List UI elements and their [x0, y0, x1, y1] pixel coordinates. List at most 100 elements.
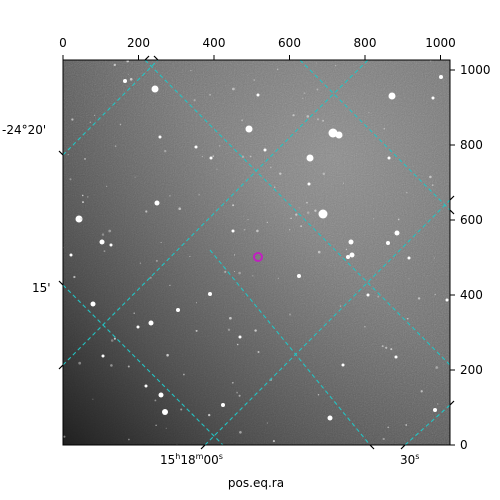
top-tick-label: 600	[278, 36, 301, 50]
faint-star	[302, 97, 304, 99]
faint-star	[322, 172, 326, 176]
ra-label: 15h18m00s	[160, 452, 223, 467]
coordinate-grid	[63, 60, 450, 445]
faint-star	[272, 440, 275, 443]
faint-star	[405, 424, 408, 426]
faint-star	[256, 229, 259, 233]
star	[431, 96, 435, 100]
star	[439, 75, 443, 79]
faint-star	[277, 277, 279, 279]
dec-label: 15'	[32, 281, 51, 295]
faint-star	[243, 228, 246, 231]
faint-star	[289, 313, 291, 316]
faint-star	[178, 207, 182, 211]
faint-star	[292, 114, 295, 117]
faint-star	[180, 408, 183, 411]
faint-star	[364, 326, 366, 328]
faint-star	[290, 217, 292, 219]
faint-star	[145, 210, 148, 213]
faint-star	[387, 426, 390, 429]
faint-star	[119, 123, 122, 126]
faint-star	[127, 365, 130, 368]
star	[69, 253, 73, 257]
faint-star	[236, 391, 239, 394]
faint-star	[433, 257, 435, 259]
grid-line	[63, 121, 306, 366]
faint-star	[208, 413, 211, 417]
faint-star	[385, 346, 388, 349]
faint-star	[81, 194, 84, 197]
star	[208, 292, 212, 296]
faint-star	[373, 218, 375, 220]
faint-star	[406, 191, 408, 194]
faint-star	[93, 114, 96, 117]
faint-star	[113, 63, 116, 67]
faint-star	[266, 422, 268, 424]
star	[307, 182, 311, 186]
faint-star	[67, 153, 69, 156]
star	[407, 256, 411, 260]
faint-star	[218, 145, 221, 147]
grid-line	[299, 60, 450, 211]
faint-star	[101, 233, 105, 236]
target-marker	[253, 252, 263, 262]
faint-star	[252, 275, 254, 277]
faint-star	[103, 250, 106, 252]
faint-star	[315, 62, 317, 64]
star	[433, 408, 437, 412]
faint-star	[335, 64, 337, 67]
star	[349, 252, 355, 258]
top-tick-label: 200	[127, 36, 150, 50]
faint-star	[216, 168, 218, 170]
right-tick-label: 800	[460, 138, 483, 152]
faint-star	[212, 155, 214, 157]
faint-star	[306, 201, 308, 204]
right-tick-label: 600	[460, 213, 483, 227]
star	[162, 409, 168, 415]
faint-star	[417, 297, 421, 300]
star	[75, 215, 83, 223]
star	[101, 354, 105, 358]
star	[327, 415, 333, 421]
star	[318, 209, 328, 219]
star	[366, 293, 370, 297]
grid-line	[63, 60, 159, 156]
star	[221, 403, 225, 407]
faint-star	[317, 394, 320, 396]
star	[123, 79, 127, 83]
faint-star	[89, 121, 91, 123]
faint-star	[314, 209, 317, 212]
faint-star	[316, 118, 320, 121]
faint-star	[195, 302, 198, 304]
right-axis-labels: 0 200 400 600 800 1000	[460, 63, 491, 452]
star	[154, 200, 160, 206]
faint-star	[63, 435, 66, 438]
faint-star	[434, 293, 437, 296]
faint-star	[306, 115, 310, 118]
faint-star	[253, 79, 255, 81]
faint-star	[108, 229, 112, 233]
top-axis-labels: 0 200 400 600 800 1000	[59, 36, 456, 50]
top-tick-label: 800	[354, 36, 377, 50]
faint-star	[377, 295, 380, 298]
right-tick-label: 400	[460, 288, 483, 302]
star	[388, 92, 396, 100]
star	[394, 230, 400, 236]
faint-star	[195, 329, 198, 332]
faint-star	[73, 275, 76, 279]
top-axis-ticks	[62, 55, 441, 60]
faint-star	[227, 328, 231, 331]
faint-star	[429, 175, 432, 179]
grid-line	[204, 199, 450, 445]
faint-star	[435, 366, 439, 369]
grid-line	[63, 284, 224, 445]
faint-star	[397, 218, 400, 221]
faint-star	[238, 271, 241, 275]
faint-star	[322, 119, 325, 122]
faint-star	[110, 364, 113, 367]
plot-frame	[62, 59, 451, 446]
faint-star	[239, 431, 242, 434]
faint-star	[431, 184, 434, 186]
star	[445, 298, 449, 302]
faint-star	[233, 271, 236, 273]
